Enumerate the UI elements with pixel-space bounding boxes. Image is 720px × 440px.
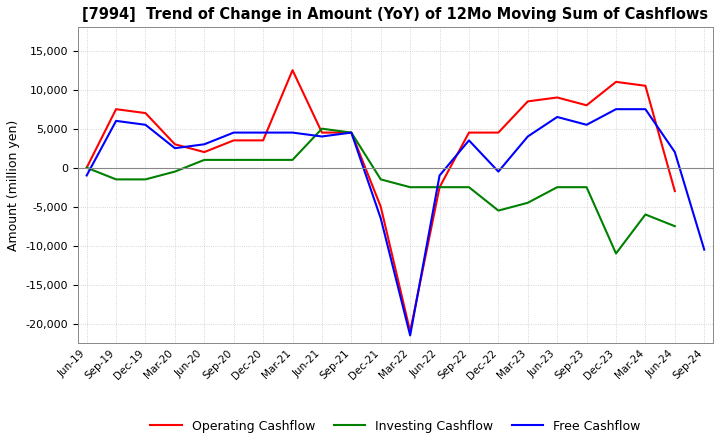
Free Cashflow [112,118,120,124]
Investing Cashflow [347,130,356,135]
Investing Cashflow [258,157,267,162]
Operating Cashflow [200,150,209,155]
Investing Cashflow [377,177,385,182]
Free Cashflow [258,130,267,135]
Free Cashflow [553,114,562,120]
Operating Cashflow [436,184,444,190]
Operating Cashflow [582,103,591,108]
Free Cashflow [436,173,444,178]
Free Cashflow [700,247,708,252]
Investing Cashflow [171,169,179,174]
Operating Cashflow [494,130,503,135]
Operating Cashflow [641,83,649,88]
Line: Investing Cashflow: Investing Cashflow [86,128,675,253]
Operating Cashflow [288,68,297,73]
Investing Cashflow [200,157,209,162]
Free Cashflow [82,173,91,178]
Operating Cashflow [82,165,91,170]
Operating Cashflow [377,204,385,209]
Operating Cashflow [230,138,238,143]
Investing Cashflow [641,212,649,217]
Free Cashflow [641,106,649,112]
Investing Cashflow [612,251,621,256]
Free Cashflow [523,134,532,139]
Investing Cashflow [494,208,503,213]
Legend: Operating Cashflow, Investing Cashflow, Free Cashflow: Operating Cashflow, Investing Cashflow, … [145,415,646,438]
Operating Cashflow [112,106,120,112]
Investing Cashflow [464,184,473,190]
Title: [7994]  Trend of Change in Amount (YoY) of 12Mo Moving Sum of Cashflows: [7994] Trend of Change in Amount (YoY) o… [82,7,708,22]
Investing Cashflow [141,177,150,182]
Free Cashflow [171,146,179,151]
Investing Cashflow [318,126,326,131]
Investing Cashflow [112,177,120,182]
Investing Cashflow [582,184,591,190]
Operating Cashflow [347,130,356,135]
Operating Cashflow [612,79,621,84]
Investing Cashflow [288,157,297,162]
Free Cashflow [200,142,209,147]
Investing Cashflow [523,200,532,205]
Operating Cashflow [141,110,150,116]
Line: Operating Cashflow: Operating Cashflow [86,70,675,331]
Y-axis label: Amount (million yen): Amount (million yen) [7,120,20,251]
Operating Cashflow [258,138,267,143]
Free Cashflow [377,216,385,221]
Free Cashflow [347,130,356,135]
Investing Cashflow [82,165,91,170]
Investing Cashflow [436,184,444,190]
Free Cashflow [141,122,150,128]
Free Cashflow [318,134,326,139]
Free Cashflow [670,150,679,155]
Operating Cashflow [553,95,562,100]
Operating Cashflow [670,188,679,194]
Free Cashflow [582,122,591,128]
Free Cashflow [406,333,415,338]
Investing Cashflow [230,157,238,162]
Free Cashflow [288,130,297,135]
Operating Cashflow [171,142,179,147]
Investing Cashflow [406,184,415,190]
Operating Cashflow [523,99,532,104]
Free Cashflow [230,130,238,135]
Operating Cashflow [464,130,473,135]
Line: Free Cashflow: Free Cashflow [86,109,704,335]
Investing Cashflow [553,184,562,190]
Operating Cashflow [318,130,326,135]
Operating Cashflow [406,329,415,334]
Investing Cashflow [670,224,679,229]
Free Cashflow [612,106,621,112]
Free Cashflow [464,138,473,143]
Free Cashflow [494,169,503,174]
